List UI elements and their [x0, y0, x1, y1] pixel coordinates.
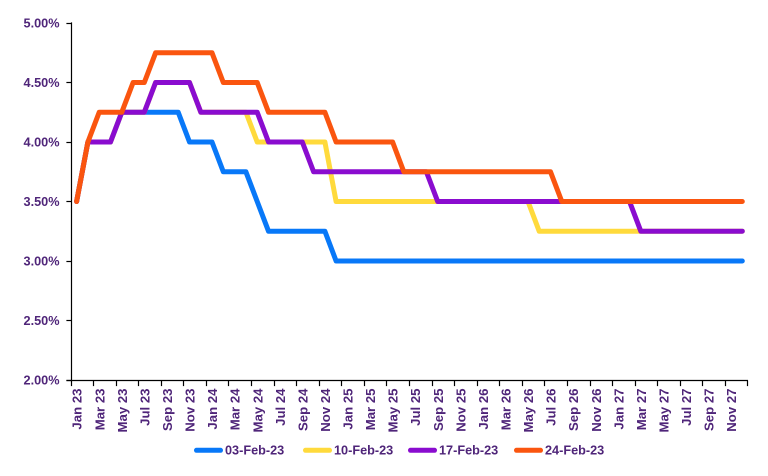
svg-text:Jan 27: Jan 27: [611, 389, 626, 430]
svg-text:17-Feb-23: 17-Feb-23: [439, 444, 498, 458]
svg-text:5.00%: 5.00%: [24, 16, 60, 30]
svg-text:10-Feb-23: 10-Feb-23: [334, 444, 393, 458]
svg-text:4.50%: 4.50%: [24, 76, 60, 90]
svg-text:Nov 23: Nov 23: [183, 389, 198, 432]
svg-text:Mar 25: Mar 25: [363, 389, 378, 431]
svg-text:May 27: May 27: [657, 389, 672, 433]
svg-text:Sep 23: Sep 23: [160, 389, 175, 432]
svg-text:May 26: May 26: [521, 389, 536, 433]
svg-text:Jan 23: Jan 23: [70, 389, 85, 430]
svg-text:2.50%: 2.50%: [24, 314, 60, 328]
svg-text:03-Feb-23: 03-Feb-23: [225, 444, 284, 458]
svg-text:Sep 27: Sep 27: [702, 389, 717, 432]
svg-text:May 24: May 24: [250, 388, 265, 433]
svg-text:3.50%: 3.50%: [24, 195, 60, 209]
svg-text:2.00%: 2.00%: [24, 373, 60, 387]
svg-text:Jan 26: Jan 26: [476, 389, 491, 430]
svg-text:May 25: May 25: [386, 389, 401, 433]
svg-text:Nov 25: Nov 25: [453, 389, 468, 432]
svg-text:3.00%: 3.00%: [24, 254, 60, 268]
svg-text:Jul 26: Jul 26: [544, 389, 559, 426]
svg-text:Jan 25: Jan 25: [341, 389, 356, 430]
svg-text:May 23: May 23: [115, 389, 130, 433]
svg-text:Jul 23: Jul 23: [137, 389, 152, 426]
svg-text:Nov 27: Nov 27: [724, 389, 739, 432]
svg-text:Nov 26: Nov 26: [589, 389, 604, 432]
svg-text:Mar 26: Mar 26: [499, 389, 514, 431]
svg-text:Sep 24: Sep 24: [295, 388, 310, 431]
svg-text:Jul 27: Jul 27: [679, 389, 694, 426]
svg-text:Mar 24: Mar 24: [228, 388, 243, 430]
svg-text:Jul 24: Jul 24: [273, 388, 288, 426]
svg-text:4.00%: 4.00%: [24, 135, 60, 149]
svg-text:Sep 26: Sep 26: [566, 389, 581, 432]
svg-text:24-Feb-23: 24-Feb-23: [545, 444, 604, 458]
svg-text:Nov 24: Nov 24: [318, 388, 333, 432]
svg-text:Mar 27: Mar 27: [634, 389, 649, 431]
svg-text:Jul 25: Jul 25: [408, 389, 423, 426]
svg-text:Sep 25: Sep 25: [431, 389, 446, 432]
svg-text:Jan 24: Jan 24: [205, 388, 220, 430]
svg-text:Mar 23: Mar 23: [92, 389, 107, 431]
